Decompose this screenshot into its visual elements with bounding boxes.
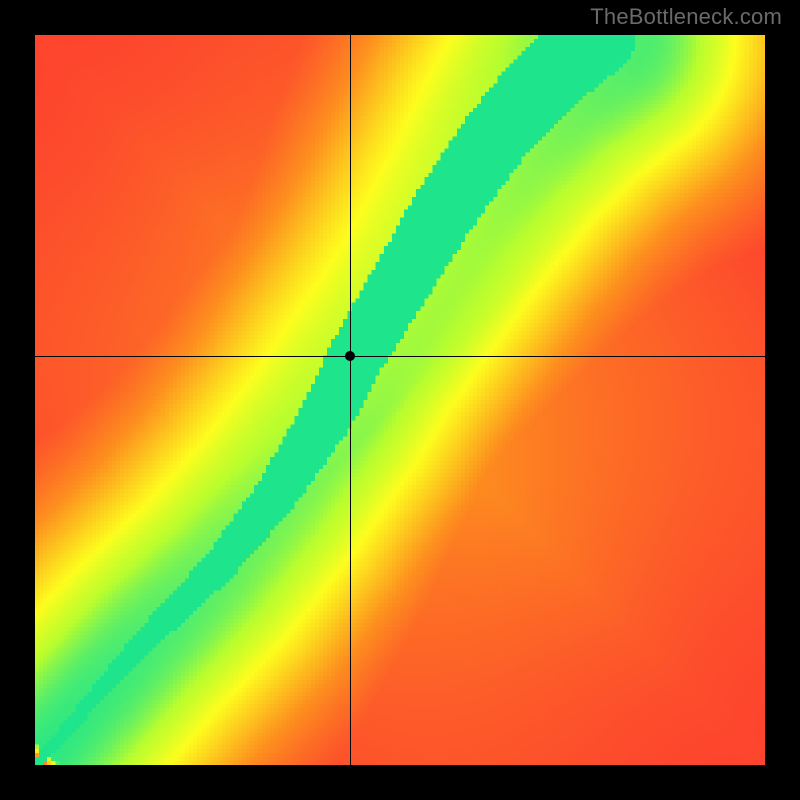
chart-container: TheBottleneck.com — [0, 0, 800, 800]
crosshair-horizontal — [35, 356, 765, 357]
plot-area — [35, 35, 765, 765]
crosshair-vertical — [350, 35, 351, 765]
attribution-text: TheBottleneck.com — [590, 4, 782, 30]
heatmap-canvas — [35, 35, 765, 765]
crosshair-marker — [345, 351, 355, 361]
